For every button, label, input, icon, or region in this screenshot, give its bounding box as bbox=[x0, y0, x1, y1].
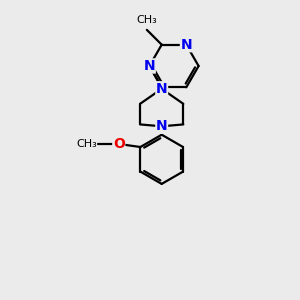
Text: N: N bbox=[181, 38, 192, 52]
Text: N: N bbox=[156, 82, 167, 96]
Text: CH₃: CH₃ bbox=[76, 139, 97, 149]
Text: CH₃: CH₃ bbox=[136, 15, 157, 25]
Text: N: N bbox=[144, 59, 155, 73]
Text: O: O bbox=[113, 137, 125, 151]
Text: N: N bbox=[156, 119, 167, 133]
